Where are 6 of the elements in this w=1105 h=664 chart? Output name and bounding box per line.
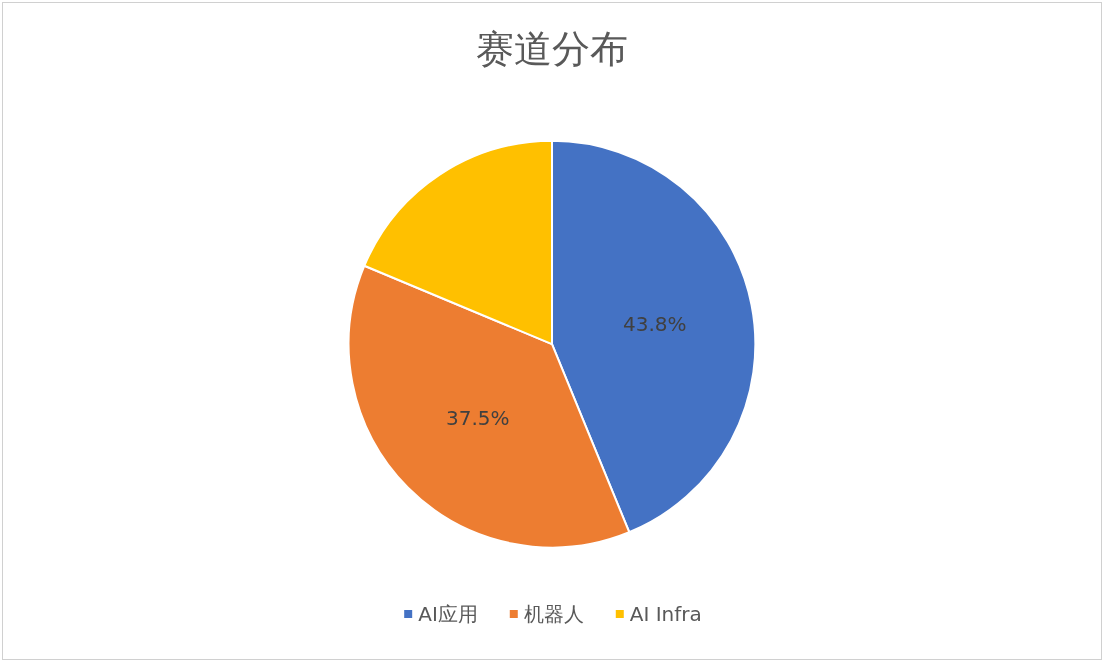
data-label: 37.5% [445,405,510,430]
legend-label: 机器人 [523,602,584,626]
chart-title: 赛道分布 [476,27,628,71]
legend-label: AI Infra [629,602,702,626]
data-label: 43.8% [622,311,687,336]
legend-label: AI应用 [418,602,478,626]
